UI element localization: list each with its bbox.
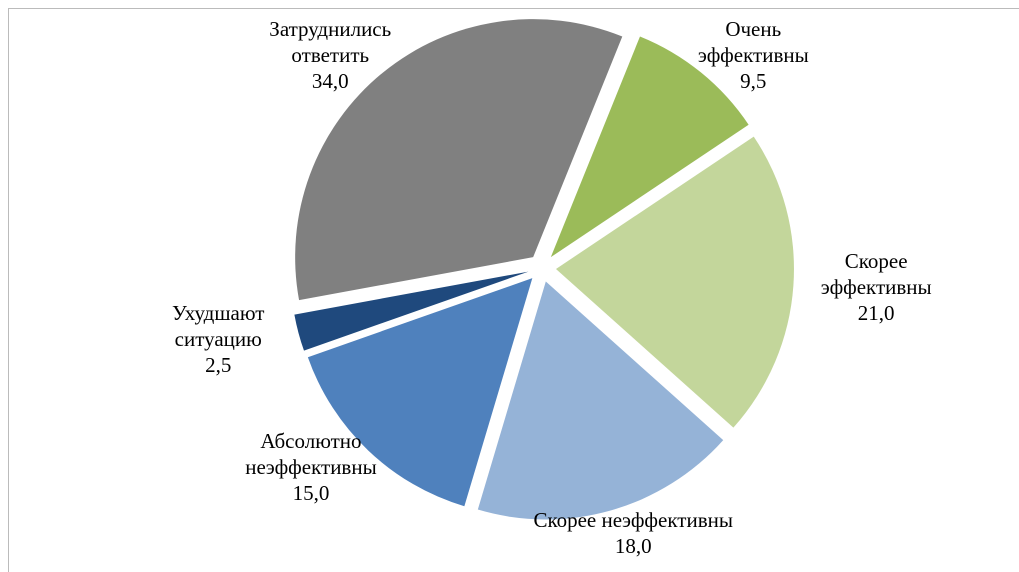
category-name: Абсолютно неэффективны: [245, 429, 377, 480]
slice-label: Абсолютно неэффективны 15,0: [216, 428, 406, 506]
category-name: Очень эффективны: [697, 16, 809, 67]
pie-slice: [294, 271, 529, 351]
value-label: 34,0: [311, 68, 349, 93]
slice-label: Скорее эффективны 21,0: [791, 248, 961, 326]
category-name: Скорее эффективны: [820, 249, 932, 300]
plot-frame: [8, 8, 1019, 572]
value-label: 18,0: [614, 533, 652, 558]
value-label: 9,5: [740, 68, 767, 93]
pie-slice: [307, 278, 533, 507]
pie-slice: [550, 36, 749, 258]
slice-label: Затруднились ответить 34,0: [230, 16, 430, 94]
pie-slice: [477, 281, 724, 520]
category-name: Ухудшают ситуацию: [172, 300, 265, 351]
category-name: Скорее неэффективны: [533, 507, 733, 532]
category-name: Затруднились ответить: [269, 16, 392, 67]
slice-label: Ухудшают ситуацию 2,5: [138, 300, 298, 378]
value-label: 21,0: [857, 301, 895, 326]
slice-label: Скорее неэффективны 18,0: [493, 507, 773, 559]
slice-label: Очень эффективны 9,5: [668, 16, 838, 94]
pie-slice: [295, 19, 623, 301]
value-label: 2,5: [205, 352, 232, 377]
value-label: 15,0: [292, 481, 330, 506]
pie-slice: [555, 136, 794, 428]
